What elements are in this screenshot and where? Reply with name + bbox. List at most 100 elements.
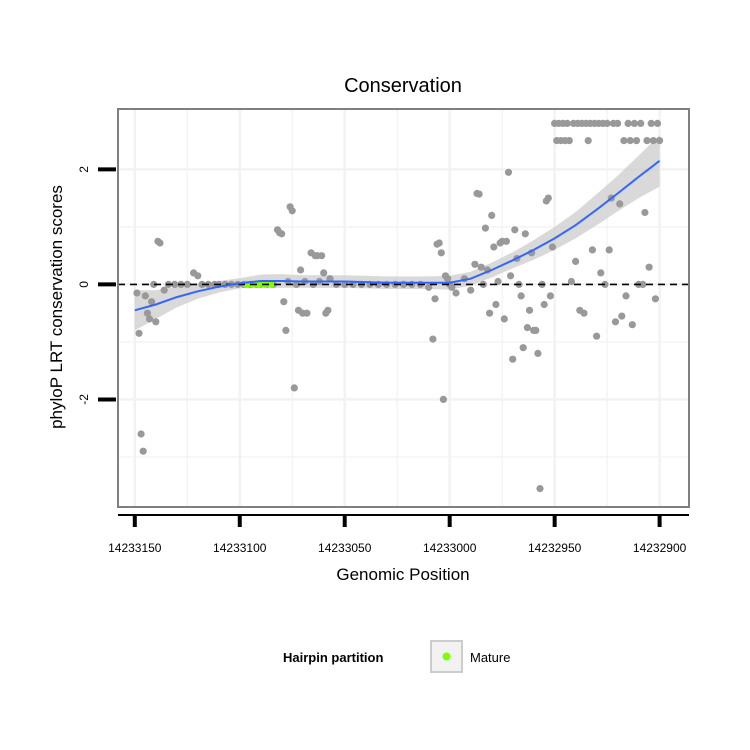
y-axis: -2 0 2 xyxy=(77,166,116,405)
data-point xyxy=(620,137,628,145)
data-point xyxy=(137,430,145,438)
x-tick-label: 14233150 xyxy=(108,541,162,555)
data-point xyxy=(194,272,202,280)
data-point xyxy=(611,318,620,326)
data-point xyxy=(431,295,439,303)
data-point xyxy=(490,243,498,251)
data-point xyxy=(639,280,647,288)
data-point xyxy=(320,269,328,277)
x-tick-label: 14233000 xyxy=(423,541,477,555)
y-axis-label: phyloP LRT conservation scores xyxy=(47,185,66,429)
data-point xyxy=(622,292,630,300)
data-point xyxy=(282,326,290,334)
data-point xyxy=(324,306,332,314)
data-point xyxy=(649,137,657,145)
legend-key-mature-dot xyxy=(442,652,451,661)
data-point xyxy=(437,249,445,257)
data-point xyxy=(580,309,588,317)
data-point xyxy=(292,280,300,288)
legend-title: Hairpin partition xyxy=(283,650,383,665)
legend: Hairpin partition Mature xyxy=(283,640,510,673)
data-point xyxy=(540,300,548,309)
x-tick-label: 14233100 xyxy=(213,541,267,555)
data-point xyxy=(616,200,624,208)
data-point xyxy=(567,277,576,286)
data-point xyxy=(546,292,555,300)
legend-label-mature: Mature xyxy=(470,650,510,665)
data-point xyxy=(504,168,513,176)
data-point xyxy=(143,309,151,317)
data-point xyxy=(280,298,288,306)
data-point xyxy=(641,208,649,217)
data-point xyxy=(572,257,580,265)
data-point xyxy=(643,137,651,145)
data-point xyxy=(141,292,149,300)
data-point xyxy=(318,252,326,260)
data-point xyxy=(439,395,447,403)
data-point xyxy=(160,286,168,294)
data-point xyxy=(523,324,532,332)
data-point xyxy=(481,224,489,232)
x-axis: 14233150 14233100 14233050 14233000 14232950… xyxy=(108,514,689,555)
mature-data-point xyxy=(255,280,263,288)
data-point xyxy=(278,230,286,238)
x-tick-label: 14232950 xyxy=(528,541,582,555)
data-point xyxy=(288,207,296,215)
data-point xyxy=(603,119,611,127)
data-point xyxy=(536,485,544,493)
data-point xyxy=(341,280,349,288)
data-point xyxy=(630,119,639,127)
data-point xyxy=(632,137,641,145)
data-point xyxy=(448,283,456,291)
data-point xyxy=(647,119,655,127)
data-point xyxy=(628,321,636,329)
data-point xyxy=(502,237,510,245)
data-point xyxy=(534,349,542,357)
data-point xyxy=(135,329,143,337)
data-point xyxy=(145,315,154,323)
data-point xyxy=(597,269,605,277)
y-tick-label: 0 xyxy=(77,281,91,288)
data-point xyxy=(494,277,502,286)
data-point xyxy=(488,211,496,219)
data-point xyxy=(303,309,311,317)
data-point xyxy=(297,266,305,274)
data-point xyxy=(444,275,452,283)
mature-data-point xyxy=(267,280,275,288)
data-point xyxy=(656,137,664,145)
data-point xyxy=(637,119,645,127)
data-point xyxy=(148,298,156,306)
data-point xyxy=(626,137,634,145)
data-point xyxy=(525,306,534,314)
data-point xyxy=(429,335,437,343)
data-point xyxy=(517,292,525,300)
data-point xyxy=(519,344,527,352)
data-point xyxy=(521,230,529,238)
data-point xyxy=(653,119,662,127)
data-point xyxy=(486,309,494,317)
data-point xyxy=(605,246,613,254)
data-point xyxy=(507,272,515,280)
data-point xyxy=(500,315,508,323)
data-point xyxy=(152,318,160,326)
data-point xyxy=(183,280,191,288)
data-point xyxy=(593,332,601,340)
data-point xyxy=(467,286,475,294)
data-point xyxy=(618,312,626,320)
y-tick-label: 2 xyxy=(77,166,91,173)
data-point xyxy=(156,239,164,247)
data-point xyxy=(492,300,500,309)
data-point xyxy=(645,263,653,271)
x-axis-label: Genomic Position xyxy=(336,565,469,584)
data-point xyxy=(471,260,479,268)
panel-background xyxy=(118,109,689,507)
panel-border xyxy=(117,108,690,508)
data-point xyxy=(452,289,460,297)
data-point xyxy=(171,280,179,288)
data-point xyxy=(150,280,158,288)
data-point xyxy=(509,355,517,363)
smooth-line xyxy=(134,160,661,312)
data-point xyxy=(565,137,573,145)
plot-panel xyxy=(117,108,690,508)
